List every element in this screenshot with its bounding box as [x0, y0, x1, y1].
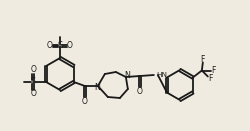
- Text: HN: HN: [156, 72, 167, 78]
- Text: O: O: [30, 66, 36, 75]
- Text: F: F: [201, 55, 205, 64]
- Text: F: F: [212, 66, 216, 75]
- Text: F: F: [209, 74, 213, 83]
- Text: O: O: [67, 42, 73, 50]
- Text: O: O: [30, 89, 36, 99]
- Text: O: O: [82, 97, 88, 105]
- Text: S: S: [30, 78, 36, 86]
- Text: O: O: [137, 86, 143, 95]
- Text: N: N: [124, 72, 130, 81]
- Text: O: O: [47, 42, 53, 50]
- Text: N: N: [94, 83, 100, 91]
- Text: S: S: [58, 42, 62, 50]
